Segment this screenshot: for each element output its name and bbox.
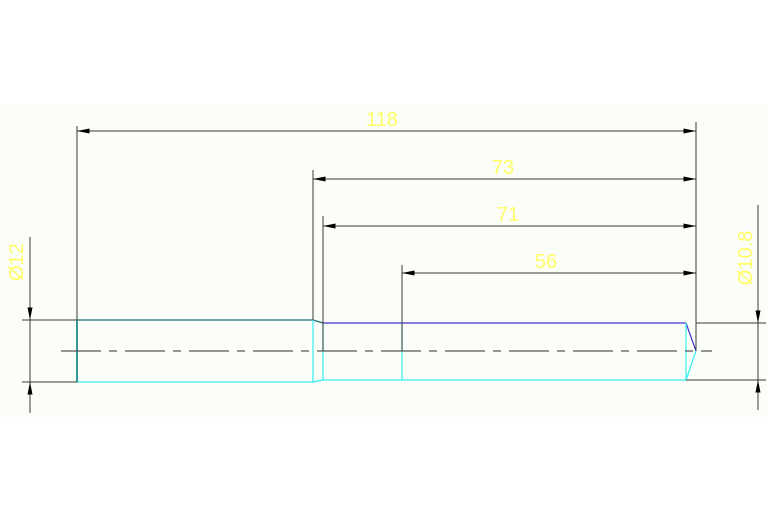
shaft-step-bottom xyxy=(312,379,324,383)
dim-text-diameter-12: Ø12 xyxy=(6,243,28,281)
dim-text-71: 71 xyxy=(497,204,519,226)
dim-text-diameter-10-8: Ø10.8 xyxy=(735,231,757,285)
dim-text-56: 56 xyxy=(535,251,557,273)
shaft-chamfer-bottom xyxy=(685,350,697,381)
shaft-step-top xyxy=(312,319,324,324)
dimension-lines xyxy=(27,128,761,413)
shaft-chamfer-top xyxy=(685,322,697,352)
drawing-area-background xyxy=(0,105,767,417)
extension-lines xyxy=(22,122,766,383)
dim-text-118: 118 xyxy=(366,109,398,131)
dim-text-73: 73 xyxy=(492,157,514,179)
